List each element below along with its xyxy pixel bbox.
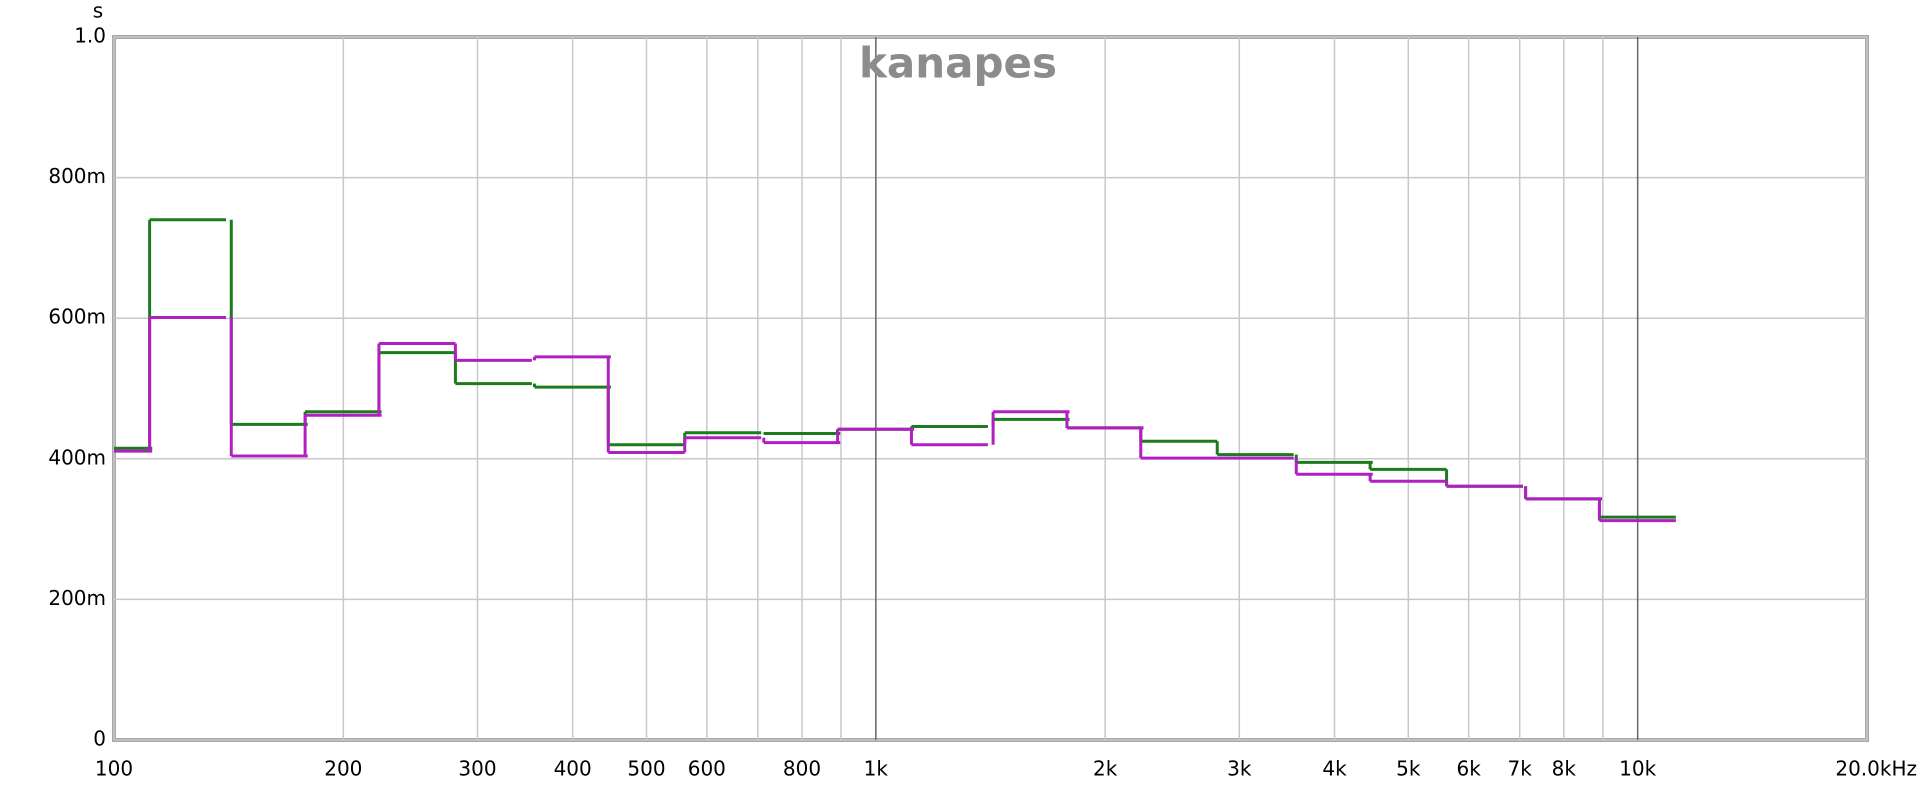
x-tick-label: 20.0kHz: [1835, 757, 1917, 781]
grid: [113, 36, 1868, 741]
x-tick-label: 2k: [1093, 757, 1118, 781]
chart-title: kanapes: [859, 39, 1057, 88]
x-tick-label: 200: [324, 757, 362, 781]
y-unit: s: [93, 0, 103, 23]
x-tick-label: 800: [783, 757, 821, 781]
x-tick-label: 400: [554, 757, 592, 781]
x-tick-label: 3k: [1227, 757, 1252, 781]
x-tick-label: 8k: [1552, 757, 1577, 781]
y-tick-label: 800m: [48, 164, 106, 188]
x-tick-label: 6k: [1456, 757, 1481, 781]
plot-frame: [112, 35, 1869, 742]
y-tick-label: 400m: [48, 445, 106, 469]
x-tick-label: 4k: [1322, 757, 1347, 781]
x-tick-label: 600: [688, 757, 726, 781]
y-tick-label: 600m: [48, 305, 106, 329]
x-tick-label: 100: [95, 757, 133, 781]
y-tick-label: 1.0: [74, 24, 106, 48]
y-tick-label: 0: [93, 727, 106, 751]
y-tick-label: 200m: [48, 586, 106, 610]
x-tick-label: 500: [627, 757, 665, 781]
x-tick-label: 5k: [1396, 757, 1421, 781]
x-tick-label: 1k: [864, 757, 889, 781]
x-tick-label: 300: [458, 757, 496, 781]
x-tick-label: 10k: [1619, 757, 1656, 781]
x-tick-label: 7k: [1507, 757, 1532, 781]
